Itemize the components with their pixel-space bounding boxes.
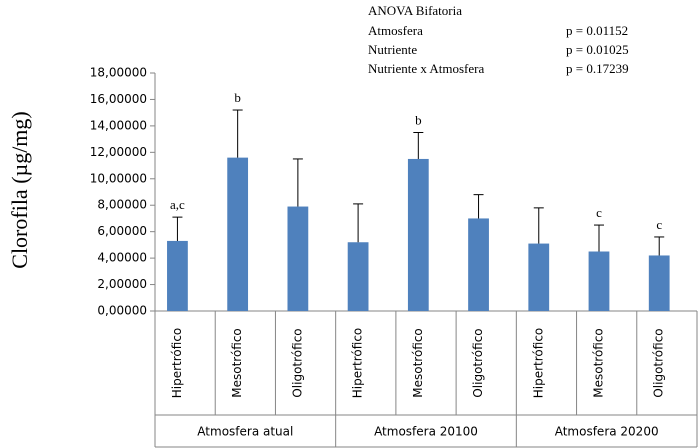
significance-letter: c	[656, 217, 662, 232]
bar	[407, 158, 429, 311]
y-tick-label: 4,00000	[97, 251, 147, 265]
y-tick-label: 16,00000	[90, 92, 147, 106]
group-label: Atmosfera 20100	[374, 425, 478, 439]
anova-p: p = 0.01025	[566, 42, 629, 57]
bar	[347, 242, 369, 311]
bar	[648, 255, 670, 311]
significance-letter: b	[234, 90, 241, 105]
anova-factor: Nutriente x Atmosfera	[368, 61, 484, 76]
x-tick-label: Oligotrófico	[290, 328, 304, 397]
y-tick-label: 18,00000	[90, 66, 147, 80]
x-tick-label: Mesotrófico	[591, 328, 605, 398]
bar	[468, 218, 489, 311]
anova-p: p = 0.17239	[566, 61, 629, 76]
bar	[227, 157, 249, 311]
anova-factor: Atmosfera	[368, 23, 423, 38]
y-tick-label: 8,00000	[97, 198, 147, 212]
x-tick-label: Hipertrófico	[351, 328, 365, 399]
x-tick-label: Mesotrófico	[411, 328, 425, 398]
x-tick-label: Oligotrófico	[652, 328, 666, 397]
significance-letter: c	[596, 205, 602, 220]
bar	[287, 206, 309, 311]
significance-letter: a,c	[170, 197, 185, 212]
y-tick-label: 0,00000	[97, 304, 147, 318]
anova-factor: Nutriente	[368, 42, 417, 57]
bar	[588, 251, 610, 311]
y-tick-label: 14,00000	[90, 118, 147, 132]
group-label: Atmosfera atual	[197, 425, 293, 439]
anova-p: p = 0.01152	[566, 23, 628, 38]
y-tick-label: 12,00000	[90, 145, 147, 159]
significance-letter: b	[415, 112, 422, 127]
bar	[167, 240, 188, 311]
y-tick-label: 10,00000	[90, 171, 147, 185]
x-tick-label: Hipertrófico	[170, 328, 184, 399]
y-axis-label: Clorofila (µg/mg)	[7, 111, 32, 268]
x-tick-label: Hipertrófico	[531, 328, 545, 399]
x-tick-label: Mesotrófico	[230, 328, 244, 398]
bar	[528, 243, 550, 311]
y-tick-label: 2,00000	[97, 277, 147, 291]
x-tick-label: Oligotrófico	[471, 328, 485, 397]
group-label: Atmosfera 20200	[555, 425, 659, 439]
y-tick-label: 6,00000	[97, 224, 147, 238]
anova-title: ANOVA Bifatoria	[368, 3, 462, 18]
